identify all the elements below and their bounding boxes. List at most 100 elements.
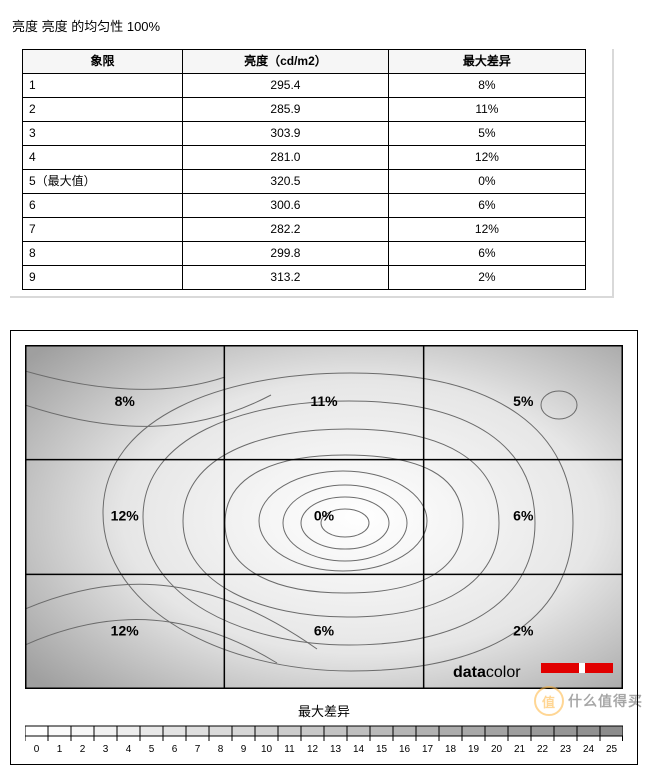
legend-tick-label: 15 — [376, 744, 388, 755]
cell-label: 12% — [111, 508, 140, 524]
legend-tick-label: 2 — [80, 744, 86, 755]
cell-label: 12% — [111, 622, 140, 638]
legend-swatch — [278, 726, 301, 736]
cell-quadrant: 1 — [23, 74, 183, 98]
table-row: 9313.22% — [23, 266, 586, 290]
legend-swatch — [439, 726, 462, 736]
legend-swatch — [117, 726, 140, 736]
legend-swatch — [71, 726, 94, 736]
brightness-table: 象限 亮度（cd/m2） 最大差异 1295.48%2285.911%3303.… — [22, 49, 586, 290]
legend-tick-label: 11 — [284, 744, 295, 755]
legend-tick-label: 4 — [126, 744, 132, 755]
legend-tick-label: 25 — [606, 744, 618, 755]
cell-deviation: 8% — [388, 74, 585, 98]
legend-swatch — [416, 726, 439, 736]
legend-tick-label: 20 — [491, 744, 503, 755]
legend-tick-label: 24 — [583, 744, 595, 755]
cell-deviation: 0% — [388, 170, 585, 194]
cell-quadrant: 5（最大值） — [23, 170, 183, 194]
table-row: 5（最大值）320.50% — [23, 170, 586, 194]
uniformity-map-panel: 8%11%5%12%0%6%12%6%2% datacolor 最大差异 012… — [10, 330, 638, 765]
cell-quadrant: 8 — [23, 242, 183, 266]
legend-tick-label: 10 — [261, 744, 273, 755]
legend-swatch — [209, 726, 232, 736]
legend-tick-label: 1 — [57, 744, 63, 755]
cell-deviation: 11% — [388, 98, 585, 122]
legend-tick-label: 16 — [399, 744, 411, 755]
table-row: 8299.86% — [23, 242, 586, 266]
cell-deviation: 5% — [388, 122, 585, 146]
legend-swatch — [508, 726, 531, 736]
cell-label: 6% — [314, 622, 335, 638]
legend-swatch — [94, 726, 117, 736]
cell-quadrant: 4 — [23, 146, 183, 170]
legend-swatch — [531, 726, 554, 736]
legend-tick-label: 3 — [103, 744, 109, 755]
legend-tick-label: 8 — [218, 744, 224, 755]
legend-swatch — [600, 726, 623, 736]
cell-deviation: 6% — [388, 194, 585, 218]
brand-bold: data — [453, 664, 486, 681]
cell-quadrant: 6 — [23, 194, 183, 218]
cell-brightness: 295.4 — [183, 74, 389, 98]
cell-brightness: 300.6 — [183, 194, 389, 218]
legend-tick-label: 14 — [353, 744, 365, 755]
legend-swatch — [25, 726, 48, 736]
deviation-legend: 0123456789101112131415161718192021222324… — [25, 724, 623, 758]
legend-swatch — [301, 726, 324, 736]
svg-text:datacolor: datacolor — [453, 664, 521, 681]
legend-swatch — [554, 726, 577, 736]
legend-swatch — [370, 726, 393, 736]
legend-swatch — [255, 726, 278, 736]
legend-tick-label: 0 — [34, 744, 40, 755]
legend-swatch — [140, 726, 163, 736]
cell-deviation: 12% — [388, 146, 585, 170]
cell-quadrant: 3 — [23, 122, 183, 146]
legend-tick-label: 13 — [330, 744, 342, 755]
table-row: 6300.66% — [23, 194, 586, 218]
table-row: 3303.95% — [23, 122, 586, 146]
legend-swatch — [577, 726, 600, 736]
legend-swatch — [163, 726, 186, 736]
legend-swatch — [186, 726, 209, 736]
legend-swatch — [324, 726, 347, 736]
cell-quadrant: 9 — [23, 266, 183, 290]
legend-swatch — [232, 726, 255, 736]
legend-tick-label: 7 — [195, 744, 201, 755]
col-brightness: 亮度（cd/m2） — [183, 50, 389, 74]
cell-label: 6% — [513, 508, 534, 524]
table-row: 2285.911% — [23, 98, 586, 122]
cell-quadrant: 2 — [23, 98, 183, 122]
page-title: 亮度 亮度 的均匀性 100% — [12, 16, 655, 35]
cell-brightness: 281.0 — [183, 146, 389, 170]
legend-tick-label: 6 — [172, 744, 178, 755]
table-row: 4281.012% — [23, 146, 586, 170]
cell-deviation: 12% — [388, 218, 585, 242]
table-header-row: 象限 亮度（cd/m2） 最大差异 — [23, 50, 586, 74]
col-deviation: 最大差异 — [388, 50, 585, 74]
cell-label: 11% — [310, 393, 338, 409]
table-row: 7282.212% — [23, 218, 586, 242]
cell-quadrant: 7 — [23, 218, 183, 242]
legend-tick-label: 9 — [241, 744, 247, 755]
table-row: 1295.48% — [23, 74, 586, 98]
legend-caption: 最大差异 — [25, 701, 623, 720]
cell-deviation: 2% — [388, 266, 585, 290]
legend-tick-label: 22 — [537, 744, 549, 755]
legend-swatch — [48, 726, 71, 736]
legend-tick-label: 17 — [422, 744, 434, 755]
cell-label: 2% — [513, 622, 534, 638]
legend-swatch — [462, 726, 485, 736]
cell-brightness: 320.5 — [183, 170, 389, 194]
cell-brightness: 303.9 — [183, 122, 389, 146]
cell-deviation: 6% — [388, 242, 585, 266]
cell-brightness: 285.9 — [183, 98, 389, 122]
legend-tick-label: 21 — [514, 744, 526, 755]
legend-tick-label: 5 — [149, 744, 155, 755]
brightness-table-panel: 象限 亮度（cd/m2） 最大差异 1295.48%2285.911%3303.… — [10, 49, 614, 298]
legend-swatch — [393, 726, 416, 736]
legend-tick-label: 12 — [307, 744, 319, 755]
cell-label: 8% — [115, 393, 136, 409]
cell-brightness: 299.8 — [183, 242, 389, 266]
cell-brightness: 282.2 — [183, 218, 389, 242]
